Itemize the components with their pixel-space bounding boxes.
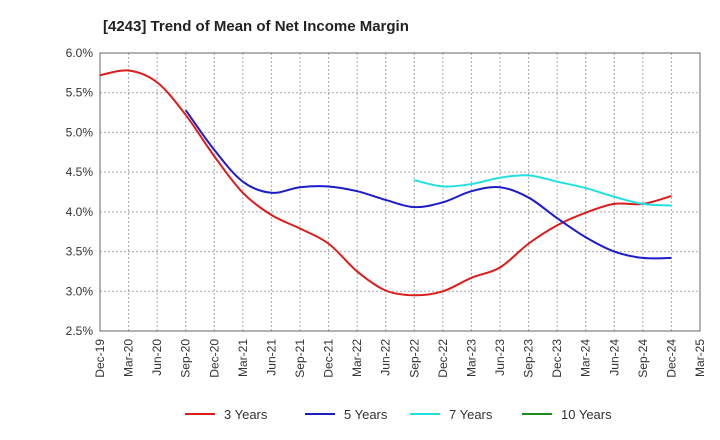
x-tick-label: Sep-22: [407, 339, 421, 378]
x-tick-label: Mar-25: [693, 339, 707, 377]
x-tick-label: Jun-21: [264, 339, 278, 376]
legend-label: 7 Years: [449, 407, 493, 422]
chart-title: [4243] Trend of Mean of Net Income Margi…: [103, 18, 409, 35]
x-tick-label: Dec-22: [436, 339, 450, 378]
y-tick-label: 2.5%: [66, 324, 94, 338]
grid: [99, 52, 701, 332]
x-tick-label: Jun-20: [150, 339, 164, 376]
series-line-7-years: [414, 174, 672, 207]
x-tick-label: Mar-21: [236, 339, 250, 377]
legend: 3 Years 5 Years 7 Years 10 Years: [185, 407, 612, 422]
series-line-5-years: [184, 109, 672, 260]
x-tick-label: Dec-21: [322, 339, 336, 378]
y-tick-label: 4.0%: [66, 205, 94, 219]
x-tick-label: Mar-22: [350, 339, 364, 377]
x-tick-label: Mar-20: [122, 339, 136, 377]
x-tick-label: Mar-23: [464, 339, 478, 377]
y-tick-label: 4.5%: [66, 165, 94, 179]
x-tick-label: Mar-24: [579, 339, 593, 377]
plot-frame: [99, 52, 701, 332]
y-tick-label: 6.0%: [66, 46, 94, 60]
series-lines: [99, 69, 672, 297]
axes: 2.5% 3.0% 3.5% 4.0% 4.5% 5.0% 5.5% 6.0% Dec-19 Ma…: [66, 46, 707, 378]
y-tick-label: 3.5%: [66, 245, 94, 259]
legend-label: 10 Years: [561, 407, 612, 422]
x-tick-label: Sep-20: [179, 339, 193, 378]
x-tick-label: Jun-22: [379, 339, 393, 376]
x-tick-label: Dec-23: [550, 339, 564, 378]
x-tick-label: Dec-20: [207, 339, 221, 378]
x-tick-label: Sep-21: [293, 339, 307, 378]
y-tick-label: 3.0%: [66, 284, 94, 298]
x-tick-label: Dec-24: [664, 339, 678, 378]
legend-label: 5 Years: [344, 407, 388, 422]
y-tick-label: 5.5%: [66, 86, 94, 100]
x-tick-label: Sep-23: [522, 339, 536, 378]
legend-label: 3 Years: [224, 407, 268, 422]
x-tick-label: Jun-23: [493, 339, 507, 376]
y-tick-label: 5.0%: [66, 125, 94, 139]
x-tick-label: Sep-24: [636, 339, 650, 378]
series-line-3-years: [99, 69, 672, 297]
x-tick-label: Dec-19: [93, 339, 107, 378]
x-tick-label: Jun-24: [607, 339, 621, 376]
